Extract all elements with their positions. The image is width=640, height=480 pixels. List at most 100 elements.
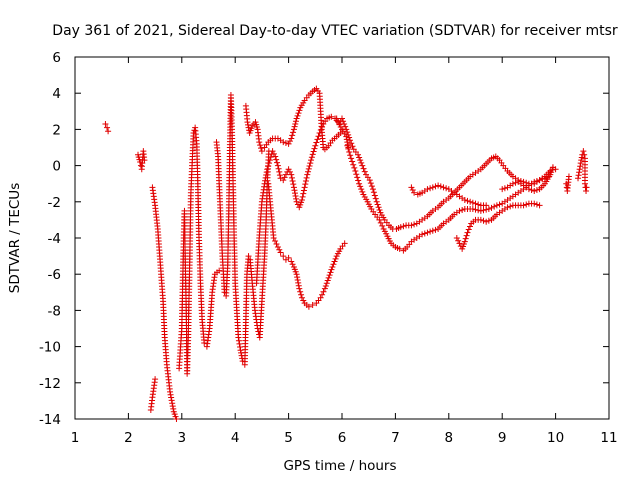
data-point-plus xyxy=(344,142,351,149)
data-point-plus xyxy=(552,166,559,173)
data-point-plus xyxy=(273,156,280,163)
data-point-plus xyxy=(456,207,463,214)
data-point-plus xyxy=(459,206,466,213)
data-point-plus xyxy=(329,263,336,270)
data-point-plus xyxy=(409,187,416,194)
plot-frame xyxy=(74,56,610,420)
data-point-plus xyxy=(463,232,470,239)
y-tick-labels: -14 -12 -10 -8 -6 -4 -2 0 2 4 6 xyxy=(39,50,61,428)
data-point-plus xyxy=(309,301,316,308)
data-point-plus xyxy=(575,172,582,179)
x-tick-label: 9 xyxy=(498,430,507,446)
data-point-plus xyxy=(167,388,174,395)
series-arc-4.6h-low xyxy=(265,180,348,310)
data-point-plus xyxy=(576,169,583,176)
data-point-plus xyxy=(340,118,347,125)
data-point-plus xyxy=(245,124,252,131)
data-point-plus xyxy=(292,193,299,200)
x-tick-label: 6 xyxy=(338,430,347,446)
data-point-plus xyxy=(276,168,283,175)
series-arc-10.2h xyxy=(563,173,572,194)
data-point-plus xyxy=(343,126,350,133)
data-point-plus xyxy=(358,186,365,193)
data-point-plus xyxy=(289,261,296,268)
data-point-plus xyxy=(288,135,295,142)
data-point-plus xyxy=(536,202,543,209)
data-point-plus xyxy=(528,187,535,194)
data-point-plus xyxy=(288,258,295,265)
data-point-plus xyxy=(437,183,444,190)
data-point-plus xyxy=(314,136,321,143)
data-point-plus xyxy=(577,163,584,170)
data-point-plus xyxy=(317,294,324,301)
data-point-plus xyxy=(169,403,176,410)
data-point-plus xyxy=(359,162,366,169)
data-point-plus xyxy=(288,171,295,178)
data-point-plus xyxy=(432,226,439,233)
data-point-plus xyxy=(354,174,361,181)
data-point-plus xyxy=(533,201,540,208)
data-point-plus xyxy=(580,148,587,155)
x-tick-label: 4 xyxy=(231,430,240,446)
data-point-plus xyxy=(280,253,287,260)
data-point-plus xyxy=(245,253,252,260)
data-point-plus xyxy=(491,203,498,210)
data-point-plus xyxy=(305,303,312,310)
y-axis-label: SDTVAR / TECUs xyxy=(7,183,23,293)
data-point-plus xyxy=(348,140,355,147)
data-point-plus xyxy=(472,206,479,213)
data-point-plus xyxy=(295,110,302,117)
data-point-plus xyxy=(298,291,305,298)
y-tick-label: -14 xyxy=(39,412,61,428)
data-point-plus xyxy=(296,285,303,292)
data-point-plus xyxy=(488,204,495,211)
data-point-plus xyxy=(440,184,447,191)
data-point-plus xyxy=(330,261,337,268)
data-point-plus xyxy=(277,249,284,256)
data-point-plus xyxy=(294,276,301,283)
data-point-plus xyxy=(352,168,359,175)
data-point-plus xyxy=(305,168,312,175)
data-point-plus xyxy=(285,254,292,261)
data-point-plus xyxy=(397,224,404,231)
data-point-plus xyxy=(270,150,277,157)
data-point-plus xyxy=(104,124,111,131)
data-point-plus xyxy=(356,180,363,187)
data-point-plus xyxy=(375,204,382,211)
data-point-plus xyxy=(581,180,588,187)
data-point-plus xyxy=(293,271,300,278)
data-point-plus xyxy=(339,115,345,122)
data-point-plus xyxy=(507,203,514,210)
data-point-plus xyxy=(539,176,546,183)
x-tick-label: 8 xyxy=(445,430,454,446)
data-point-plus xyxy=(332,255,339,262)
data-point-plus xyxy=(280,139,287,146)
data-point-plus xyxy=(525,186,532,193)
data-point-plus xyxy=(427,228,434,235)
data-point-plus xyxy=(276,246,283,253)
data-point-plus xyxy=(319,123,326,130)
data-point-plus xyxy=(267,154,274,161)
data-point-plus xyxy=(424,186,431,193)
data-point-plus xyxy=(312,142,319,149)
data-point-plus xyxy=(429,184,436,191)
data-point-plus xyxy=(274,159,281,166)
data-point-plus xyxy=(331,258,338,265)
data-point-plus xyxy=(168,394,175,401)
data-point-plus xyxy=(235,334,242,341)
data-point-plus xyxy=(531,200,538,207)
data-point-plus xyxy=(170,405,177,412)
data-point-plus xyxy=(293,198,300,205)
data-point-plus xyxy=(322,282,329,289)
series-arc-2.45h-low xyxy=(147,376,159,413)
data-point-plus xyxy=(408,222,415,229)
data-point-plus xyxy=(272,238,279,245)
data-point-plus xyxy=(305,165,312,172)
data-point-plus xyxy=(201,339,208,346)
series-arc-8.2h xyxy=(453,200,543,252)
data-point-plus xyxy=(326,272,333,279)
data-point-plus xyxy=(262,174,269,181)
data-point-plus xyxy=(141,157,148,164)
data-point-plus xyxy=(411,221,418,228)
x-tick-label: 3 xyxy=(178,430,187,446)
